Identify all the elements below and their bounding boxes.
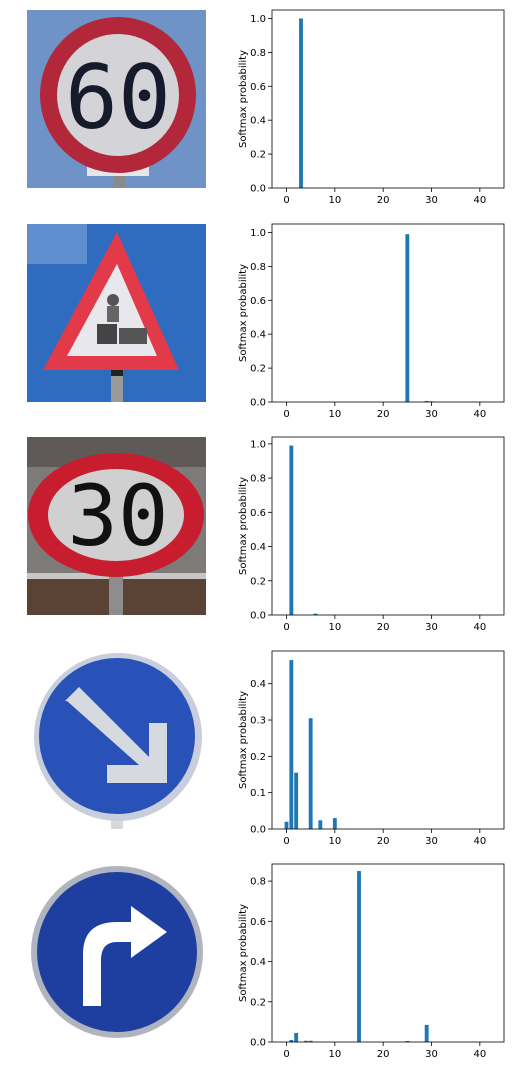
x-tick-label: 40 xyxy=(473,195,486,206)
y-tick-label: 0.4 xyxy=(250,542,266,553)
x-tick-label: 20 xyxy=(377,409,390,420)
x-tick-label: 30 xyxy=(425,409,438,420)
bar-3-2 xyxy=(313,613,318,615)
y-tick-label: 0.2 xyxy=(250,752,266,763)
y-tick-label: 1.0 xyxy=(250,228,266,239)
bar-5-1 xyxy=(289,1039,294,1042)
bar-5-4 xyxy=(308,1040,313,1042)
y-tick-label: 0.6 xyxy=(250,917,266,928)
x-tick-label: 10 xyxy=(328,1049,341,1060)
y-tick-label: 0.4 xyxy=(250,957,266,968)
sign-image-5 xyxy=(27,864,206,1042)
sign-image-1: 60 xyxy=(27,10,206,188)
y-tick-label: 0.4 xyxy=(250,330,266,341)
y-axis-label: Softmax probability xyxy=(238,50,249,148)
y-tick-label: 0.0 xyxy=(250,1038,266,1049)
bar-5-5 xyxy=(357,871,361,1042)
axes-frame xyxy=(271,223,505,403)
bar-2-2 xyxy=(424,400,429,402)
sign-image-3: 30 xyxy=(27,437,206,615)
x-tick-label: 10 xyxy=(328,622,341,633)
y-tick-label: 0.2 xyxy=(250,997,266,1008)
x-tick-label: 20 xyxy=(377,622,390,633)
x-tick-label: 30 xyxy=(425,1049,438,1060)
y-tick-label: 0.2 xyxy=(250,576,266,587)
y-tick-label: 0.1 xyxy=(250,788,266,799)
softmax-charts: 0 10 20 30 40 0.0 0.2 0.4 0.6 0.8 1.0 Softmax proba… xyxy=(238,9,505,1060)
y-axis-label: Softmax probability xyxy=(238,691,249,789)
x-tick-label: 20 xyxy=(377,1049,390,1060)
bar-4-2 xyxy=(289,660,294,829)
sign-label-1: 60 xyxy=(65,46,171,149)
bar-5-7 xyxy=(424,1024,429,1042)
softmax-chart-5: 0 10 20 30 40 0.0 0.2 0.4 0.6 0.8 Softmax probabil… xyxy=(238,863,505,1060)
y-tick-label: 0.2 xyxy=(250,150,266,161)
y-tick-label: 0.0 xyxy=(250,184,266,195)
axes-frame xyxy=(271,436,505,616)
sign-image-4 xyxy=(27,651,206,829)
x-tick-label: 40 xyxy=(473,1049,486,1060)
bar-1-1 xyxy=(299,18,303,188)
sign-label-3: 30 xyxy=(67,467,168,565)
x-tick-label: 0 xyxy=(283,622,289,633)
y-tick-label: 0.3 xyxy=(250,716,266,727)
bar-5-2 xyxy=(294,1032,299,1042)
bar-5-6 xyxy=(405,1040,410,1042)
bar-2-1 xyxy=(405,234,410,402)
sign-image-2 xyxy=(27,224,206,402)
y-tick-label: 0.8 xyxy=(250,877,266,888)
y-axis-label: Softmax probability xyxy=(238,264,249,362)
x-tick-label: 30 xyxy=(425,836,438,847)
y-tick-label: 0.0 xyxy=(250,398,266,409)
x-tick-label: 10 xyxy=(328,195,341,206)
y-tick-label: 1.0 xyxy=(250,439,266,450)
x-tick-label: 0 xyxy=(283,195,289,206)
y-tick-label: 0.8 xyxy=(250,48,266,59)
bar-4-3 xyxy=(294,772,299,829)
x-tick-label: 20 xyxy=(377,836,390,847)
y-axis-label: Softmax probability xyxy=(238,904,249,1002)
x-tick-label: 40 xyxy=(473,622,486,633)
y-tick-label: 0.4 xyxy=(250,116,266,127)
y-tick-label: 0.0 xyxy=(250,611,266,622)
bar-4-4 xyxy=(308,718,313,829)
axes-frame xyxy=(271,9,505,189)
softmax-chart-3: 0 10 20 30 40 0.0 0.2 0.4 0.6 0.8 1.0 Softmax proba… xyxy=(238,436,505,633)
x-tick-label: 0 xyxy=(283,1049,289,1060)
y-tick-label: 0.6 xyxy=(250,82,266,93)
x-tick-label: 20 xyxy=(377,195,390,206)
softmax-chart-2: 0 10 20 30 40 0.0 0.2 0.4 0.6 0.8 1.0 Softmax proba… xyxy=(238,223,505,420)
x-tick-label: 30 xyxy=(425,622,438,633)
y-tick-label: 0.8 xyxy=(250,474,266,485)
y-tick-label: 0.0 xyxy=(250,825,266,836)
bar-4-1 xyxy=(284,821,289,829)
bar-5-3 xyxy=(303,1040,308,1042)
y-tick-label: 1.0 xyxy=(250,14,266,25)
bar-3-1 xyxy=(289,445,294,615)
y-tick-label: 0.4 xyxy=(250,679,266,690)
x-tick-label: 40 xyxy=(473,836,486,847)
axes-frame xyxy=(271,863,505,1043)
x-tick-label: 0 xyxy=(283,836,289,847)
y-tick-label: 0.2 xyxy=(250,364,266,375)
axes-frame xyxy=(271,650,505,830)
y-tick-label: 0.6 xyxy=(250,508,266,519)
y-axis-label: Softmax probability xyxy=(238,477,249,575)
x-tick-label: 30 xyxy=(425,195,438,206)
bar-4-5 xyxy=(318,820,323,829)
x-tick-label: 10 xyxy=(328,836,341,847)
softmax-chart-1: 0 10 20 30 40 0.0 0.2 0.4 0.6 0.8 1.0 Softmax proba… xyxy=(238,9,505,206)
y-tick-label: 0.8 xyxy=(250,262,266,273)
x-tick-label: 10 xyxy=(328,409,341,420)
y-tick-label: 0.6 xyxy=(250,296,266,307)
x-tick-label: 40 xyxy=(473,409,486,420)
x-tick-label: 0 xyxy=(283,409,289,420)
bar-4-6 xyxy=(332,818,337,829)
